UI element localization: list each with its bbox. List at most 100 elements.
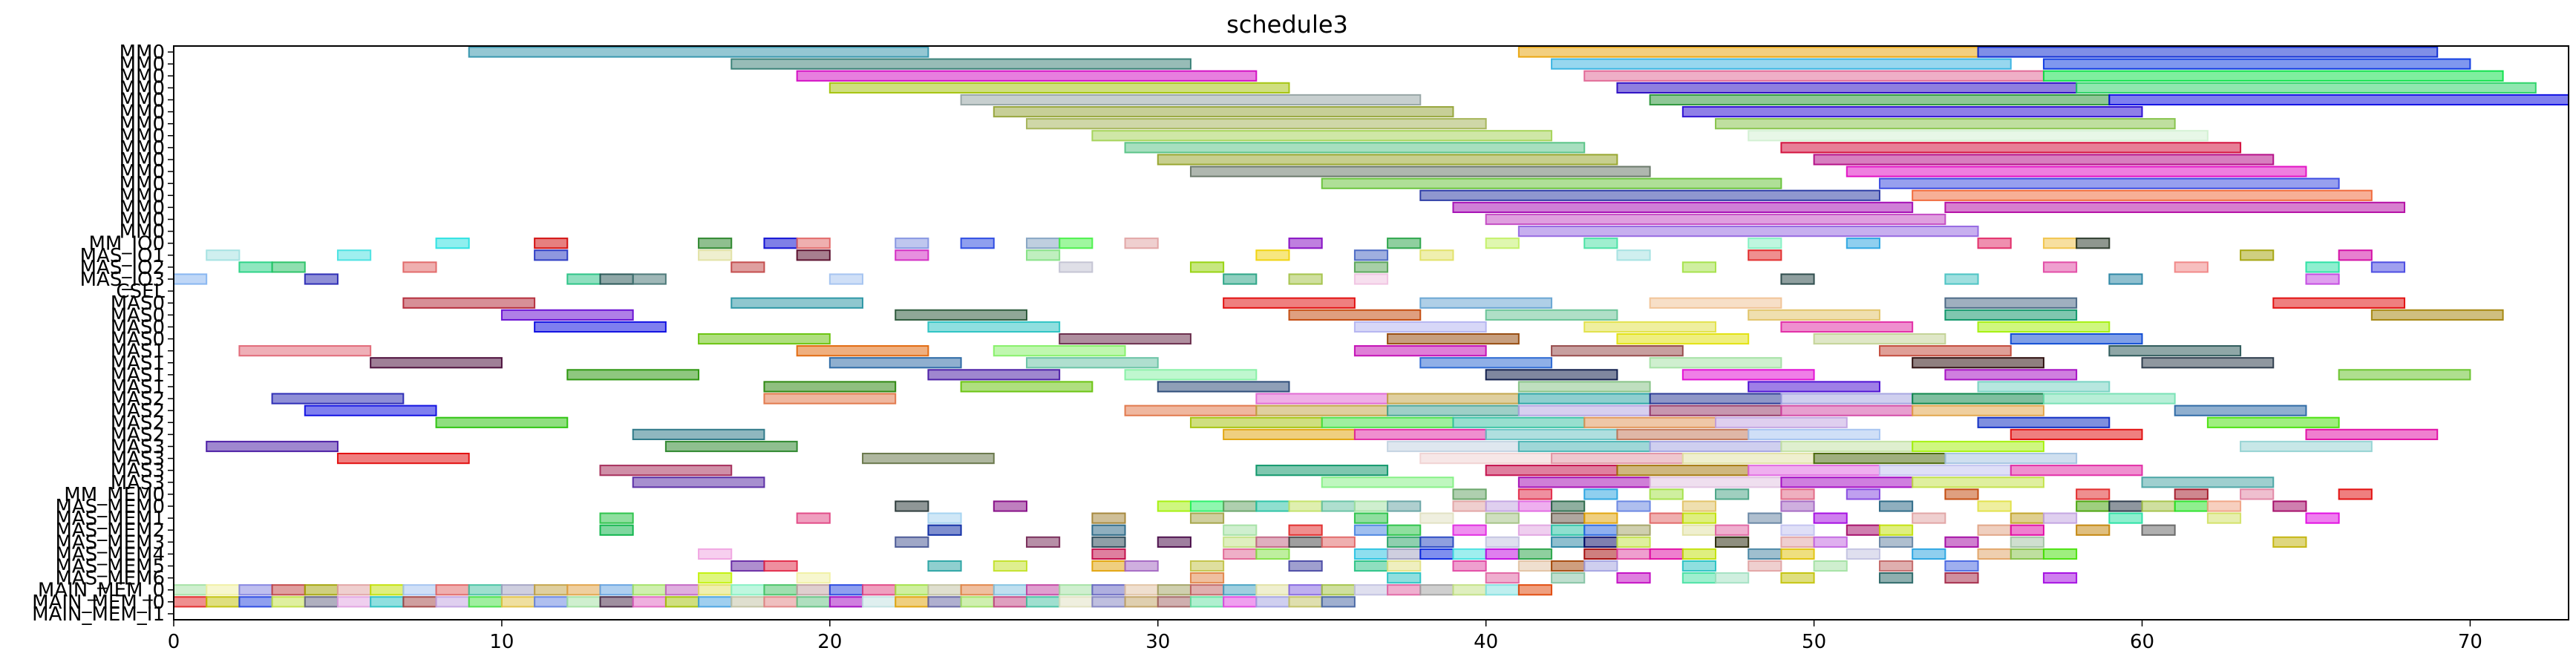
task-bar — [927, 524, 962, 536]
x-tick-label: 10 — [489, 631, 514, 653]
task-bar — [1091, 560, 1126, 572]
task-bar — [1255, 405, 1389, 416]
task-bar — [698, 596, 733, 608]
task-bar — [1485, 512, 1520, 524]
task-bar — [1715, 488, 1750, 500]
task-bar — [2370, 261, 2406, 273]
task-bar — [1485, 213, 1946, 226]
task-bar — [1517, 405, 1651, 416]
y-tick-label: MM0 — [120, 197, 165, 219]
task-bar — [173, 273, 208, 285]
y-tick-label: MAS2 — [111, 412, 165, 434]
task-bar — [1649, 405, 1782, 416]
task-bar — [698, 238, 733, 249]
task-bar — [1485, 238, 1520, 249]
task-bar — [1288, 500, 1323, 512]
task-bar — [1255, 249, 1290, 261]
task-bar — [1748, 512, 1782, 524]
task-bar — [1419, 249, 1454, 261]
task-bar — [1255, 536, 1290, 548]
task-bar — [1189, 584, 1225, 596]
y-tick-label: MAS_MEM6 — [55, 568, 165, 590]
task-bar — [2108, 512, 2143, 524]
task-bar — [1025, 238, 1061, 249]
task-bar — [1091, 584, 1126, 596]
task-bar — [2076, 524, 2111, 536]
task-bar — [1912, 548, 1946, 560]
y-tick-label: MM0 — [120, 53, 165, 76]
task-bar — [1517, 477, 1651, 488]
task-bar — [1944, 309, 2078, 321]
task-bar — [730, 261, 765, 273]
task-bar — [271, 584, 306, 596]
task-bar — [828, 357, 962, 369]
task-bar — [1715, 524, 1750, 536]
task-bar — [1649, 512, 1684, 524]
task-bar — [1517, 584, 1553, 596]
task-bar — [1485, 536, 1520, 548]
y-tick-label: MM0 — [120, 209, 165, 232]
task-bar — [1912, 440, 2044, 453]
x-tick-label: 40 — [1474, 631, 1498, 653]
task-bar — [1715, 118, 2176, 130]
task-bar — [1748, 238, 1782, 249]
task-bar — [500, 584, 536, 596]
task-bar — [698, 333, 831, 345]
task-bar — [1157, 154, 1618, 166]
task-bar — [1517, 440, 1651, 453]
task-bar — [993, 596, 1027, 608]
task-bar — [500, 596, 536, 608]
task-bar — [895, 238, 929, 249]
task-bar — [1583, 560, 1618, 572]
y-tick-label: MAS0 — [111, 316, 165, 338]
task-bar — [1748, 130, 2209, 142]
task-bar — [1124, 405, 1258, 416]
task-bar — [1255, 393, 1389, 405]
task-bar — [1583, 488, 1618, 500]
task-bar — [1485, 369, 1618, 381]
task-bar — [1878, 560, 1914, 572]
task-bar — [1681, 452, 1815, 465]
task-bar — [1681, 524, 1717, 536]
task-bar — [566, 369, 700, 381]
task-bar — [2108, 500, 2143, 512]
task-bar — [1452, 560, 1487, 572]
task-bar — [2338, 369, 2471, 381]
task-bar — [2272, 536, 2307, 548]
task-bar — [402, 584, 437, 596]
task-bar — [1878, 524, 1914, 536]
task-bar — [500, 309, 634, 321]
task-bar — [1517, 46, 1979, 58]
task-bar — [1912, 405, 2044, 416]
task-bar — [435, 584, 470, 596]
task-bar — [599, 465, 733, 477]
task-bar — [1059, 584, 1094, 596]
task-bar — [534, 238, 569, 249]
y-tick-label: MM0 — [120, 114, 165, 136]
task-bar — [632, 477, 765, 488]
task-bar — [1583, 416, 1717, 428]
task-bar — [1583, 524, 1618, 536]
task-bar — [1387, 333, 1520, 345]
task-bar — [1288, 584, 1323, 596]
task-bar — [1025, 118, 1487, 130]
task-bar — [1353, 249, 1389, 261]
task-bar — [1452, 548, 1487, 560]
task-bar — [632, 428, 765, 440]
task-bar — [1353, 321, 1487, 333]
task-bar — [1419, 512, 1454, 524]
y-tick-label: MM0 — [120, 42, 165, 64]
task-bar — [1780, 393, 1914, 405]
task-bar — [960, 596, 995, 608]
task-bar — [1387, 536, 1422, 548]
task-bar — [1223, 297, 1356, 309]
task-bar — [1321, 536, 1356, 548]
task-bar — [1025, 536, 1061, 548]
task-bar — [1878, 465, 2012, 477]
task-bar — [2272, 297, 2406, 309]
task-bar — [1878, 500, 1914, 512]
task-bar — [1944, 560, 1979, 572]
task-bar — [1157, 536, 1191, 548]
task-bar — [1780, 142, 2242, 154]
task-bar — [1944, 536, 1979, 548]
